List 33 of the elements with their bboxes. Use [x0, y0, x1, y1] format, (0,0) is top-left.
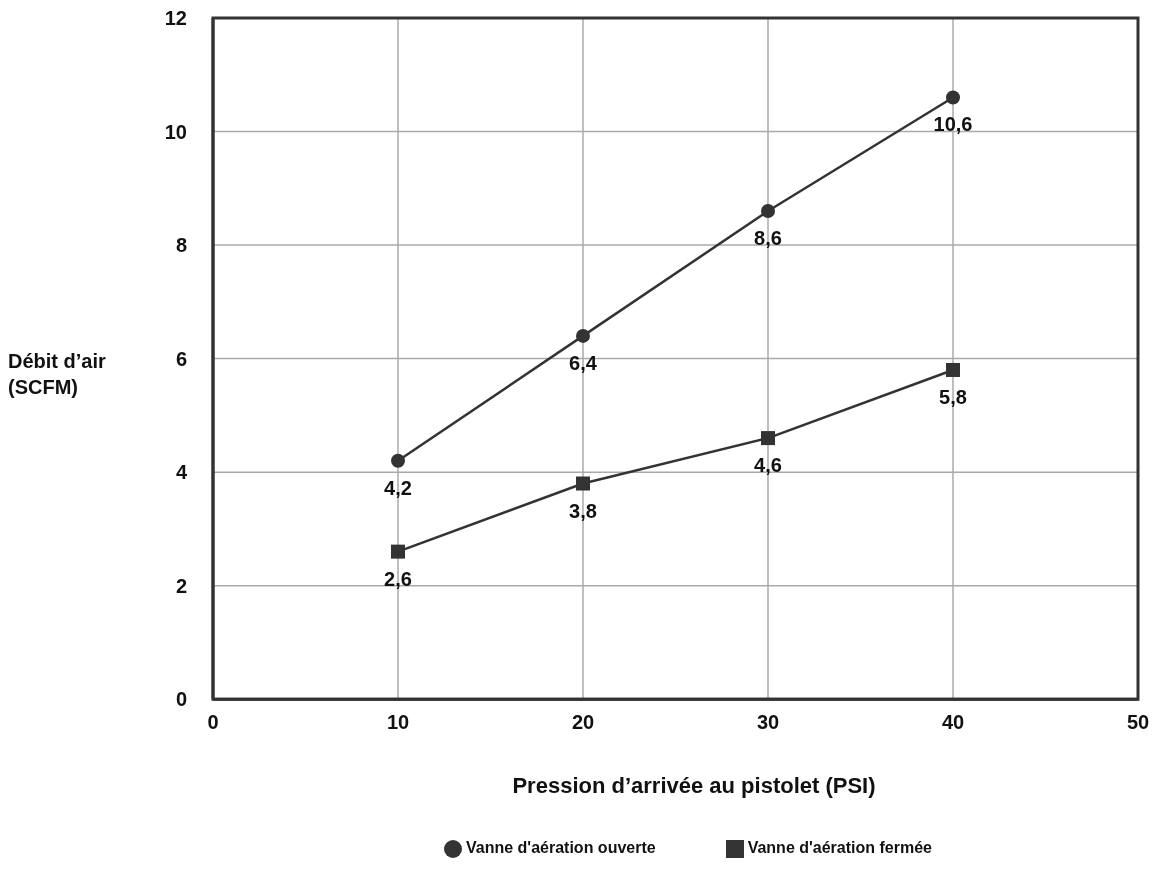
- x-axis-title: Pression d’arrivée au pistolet (PSI): [511, 773, 877, 799]
- point: [761, 204, 775, 219]
- data-label: 6,4: [569, 351, 598, 374]
- data-label: 3,8: [569, 499, 597, 522]
- x-tick-label: 0: [207, 711, 219, 734]
- data-label: 4,6: [754, 454, 782, 477]
- point: [576, 476, 590, 491]
- point: [761, 431, 775, 446]
- y-tick-label: 0: [175, 688, 187, 711]
- y-tick-label: 12: [164, 7, 187, 30]
- x-tick-label: 30: [756, 711, 780, 734]
- data-label: 10,6: [933, 113, 973, 136]
- y-tick-label: 8: [175, 234, 187, 257]
- data-label: 8,6: [754, 227, 782, 250]
- point: [391, 453, 405, 468]
- point: [946, 362, 960, 377]
- point: [576, 328, 590, 343]
- y-tick-label: 10: [164, 120, 187, 143]
- data-label: 2,6: [384, 567, 412, 590]
- data-label: 4,2: [384, 476, 412, 499]
- legend-label: Vanne d'aération fermée: [747, 839, 932, 857]
- legend-label: Vanne d'aération ouverte: [466, 839, 656, 857]
- y-tick-label: 2: [175, 574, 187, 597]
- y-tick-label: 6: [175, 347, 187, 370]
- point: [391, 544, 405, 559]
- x-tick-label: 40: [941, 711, 965, 734]
- data-label: 5,8: [939, 385, 967, 408]
- y-tick-label: 4: [175, 461, 188, 484]
- x-tick-label: 10: [386, 711, 410, 734]
- point: [946, 90, 960, 105]
- y-axis-title: Débit d’air (SCFM): [8, 349, 107, 400]
- x-tick-label: 20: [571, 711, 595, 734]
- x-tick-label: 50: [1126, 711, 1150, 734]
